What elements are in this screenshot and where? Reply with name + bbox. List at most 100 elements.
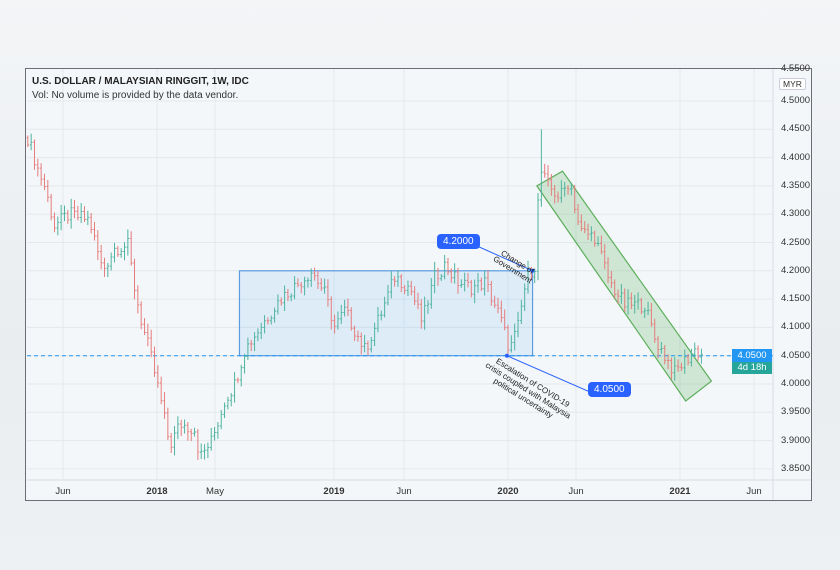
ohlc-bar-down <box>486 270 490 292</box>
ohlc-bar-up <box>369 337 373 353</box>
ohlc-bar-up <box>423 296 426 330</box>
ohlc-bar-down <box>73 199 76 219</box>
callout-low[interactable]: 4.0500 <box>588 382 631 397</box>
ohlc-bar-down <box>653 318 657 343</box>
ohlc-bar-down <box>393 276 396 287</box>
ohlc-bar-down <box>613 279 617 299</box>
descending-channel <box>535 170 713 402</box>
ohlc-bar-up <box>386 284 390 306</box>
ohlc-bar-up <box>540 129 543 207</box>
ohlc-bar-down <box>129 231 133 266</box>
ohlc-bar-up <box>536 192 540 281</box>
price-tick: 4.2000 <box>781 264 811 276</box>
ohlc-bar-up <box>533 268 536 284</box>
ohlc-bar-down <box>103 257 106 278</box>
ohlc-bar-down <box>99 244 103 270</box>
ohlc-bar-down <box>450 268 453 284</box>
ohlc-bar-up <box>63 205 66 222</box>
ohlc-bar-up <box>176 416 180 440</box>
ohlc-bar-down <box>366 340 370 356</box>
ohlc-bar-up <box>510 335 513 353</box>
ohlc-bar-up <box>69 198 73 229</box>
ohlc-bar-up <box>243 353 246 374</box>
ohlc-bar-up <box>570 182 573 196</box>
ohlc-bar-down <box>36 158 40 177</box>
ohlc-bar-down <box>189 428 193 442</box>
ohlc-bar-down <box>610 270 613 289</box>
ohlc-bar-down <box>93 222 96 241</box>
ohlc-bar-down <box>399 274 403 293</box>
ohlc-bar-down <box>149 329 153 358</box>
ohlc-bar-up <box>590 226 593 242</box>
time-label: 2019 <box>323 486 345 497</box>
ohlc-bar-up <box>253 332 256 352</box>
ohlc-bar-down <box>116 246 120 257</box>
ohlc-bar-up <box>303 276 306 296</box>
ohlc-bar-up <box>79 202 83 224</box>
ohlc-bar-down <box>83 206 86 222</box>
ohlc-bar-up <box>203 444 206 460</box>
ohlc-bar-up <box>440 274 443 281</box>
annotation-lines <box>476 245 591 393</box>
ohlc-bar-down <box>436 267 440 286</box>
ohlc-bar-down <box>316 271 320 290</box>
ohlc-bar-down <box>416 292 420 310</box>
ohlc-bar-up <box>289 293 293 302</box>
ohlc-bar-down <box>616 289 620 304</box>
ohlc-bar-down <box>420 299 423 329</box>
ohlc-bar-up <box>513 323 516 351</box>
callout-high-leader <box>476 245 533 272</box>
ohlc-bar-down <box>163 392 166 419</box>
chart-panel[interactable] <box>25 68 812 501</box>
ohlc-bar-down <box>686 353 690 366</box>
ohlc-bar-down <box>159 376 163 405</box>
ohlc-bar-down <box>573 184 577 214</box>
ohlc-bar-up <box>273 307 276 323</box>
ohlc-bar-down <box>550 173 553 196</box>
ohlc-bar-down <box>493 295 496 309</box>
ohlc-bar-down <box>156 365 160 388</box>
ohlc-bar-up <box>473 279 476 304</box>
ohlc-bar-down <box>296 278 300 288</box>
ohlc-bar-down <box>696 345 700 361</box>
range-box <box>238 270 534 357</box>
ohlc-bar-down <box>313 267 316 281</box>
price-tick: 4.4500 <box>781 123 811 135</box>
currency-button[interactable]: MYR <box>779 78 806 90</box>
bar-countdown: 4d 18h <box>732 362 772 374</box>
ohlc-bar-up <box>633 294 637 314</box>
time-label: Jun <box>746 486 762 497</box>
ohlc-bar-up <box>119 248 123 258</box>
ohlc-bar-down <box>153 346 156 377</box>
ohlc-bar-up <box>283 285 286 311</box>
ohlc-bar-up <box>226 396 230 410</box>
ohlc-bar-up <box>309 268 313 287</box>
ohlc-bar-down <box>353 325 356 341</box>
time-label: May <box>206 486 224 497</box>
ohlc-bar-up <box>443 254 446 280</box>
last-price-label: 4.0500 <box>732 349 772 362</box>
ohlc-bar-down <box>566 185 570 195</box>
ohlc-bar-up <box>229 392 233 407</box>
ohlc-bar-up <box>209 427 213 451</box>
ohlc-bar-up <box>56 216 60 236</box>
ohlc-bar-up <box>213 427 216 441</box>
drawings <box>27 170 773 402</box>
ohlc-bar-up <box>29 133 33 151</box>
ohlc-bar-down <box>133 258 136 300</box>
time-label: 2018 <box>146 486 168 497</box>
callout-low-anchor <box>504 353 509 358</box>
ohlc-bar-up <box>336 311 340 330</box>
ohlc-bar-up <box>406 280 410 296</box>
ohlc-bar-down <box>49 193 53 221</box>
ohlc-bar-down <box>466 272 470 288</box>
ohlc-bar-up <box>379 310 383 321</box>
ohlc-bar-down <box>169 433 173 453</box>
ohlc-bar-down <box>46 180 50 203</box>
callout-high[interactable]: 4.2000 <box>437 234 480 249</box>
ohlc-bar-up <box>483 270 486 296</box>
ohlc-series <box>26 129 703 460</box>
ohlc-bar-up <box>256 328 260 342</box>
ohlc-bar-down <box>503 309 506 331</box>
